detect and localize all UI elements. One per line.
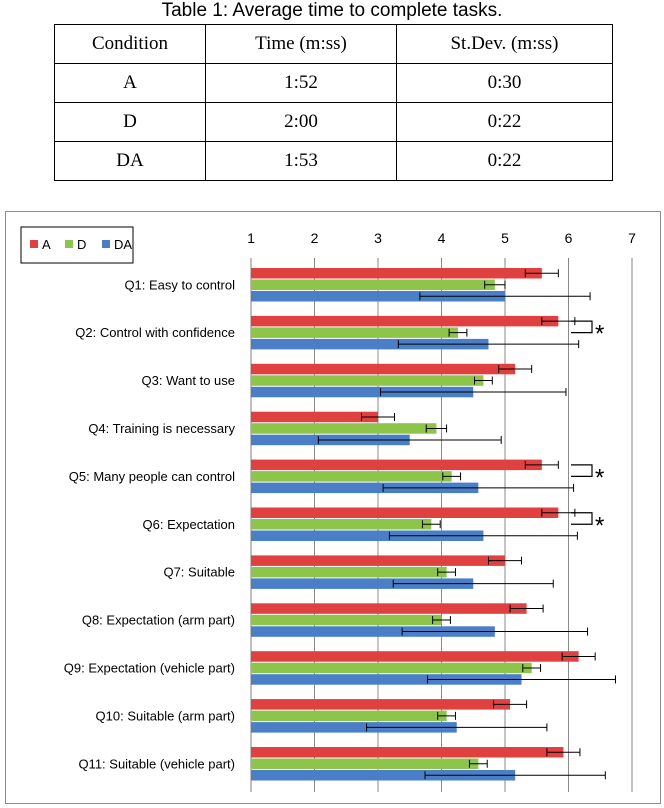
- chart-frame: 1 2 3 4 5 6 7 Q1: Easy to control Q2: Control w…: [5, 211, 661, 804]
- bar-d: [251, 566, 447, 578]
- legend-label-d: D: [77, 237, 86, 252]
- category-label: Q1: Easy to control: [124, 277, 235, 292]
- bar-da: [251, 530, 484, 541]
- bar-d: [251, 471, 452, 482]
- significance-star: *: [595, 321, 604, 348]
- bar-a: [251, 268, 542, 279]
- category-label: Q5: Many people can control: [69, 469, 235, 484]
- category-label: Q8: Expectation (arm part): [82, 613, 235, 628]
- bar-d: [251, 614, 442, 626]
- bar-a: [251, 699, 511, 710]
- significance-bracket: [571, 320, 593, 334]
- cell-stdev: 0:30: [396, 63, 613, 103]
- cell-condition: D: [54, 102, 206, 142]
- bar-da: [251, 386, 474, 398]
- bar-a: [251, 411, 378, 423]
- bar-da: [251, 291, 505, 302]
- cell-condition: A: [54, 63, 206, 103]
- x-tick-labels: 1 2 3 4 5 6 7: [247, 230, 636, 262]
- significance-bracket: [571, 464, 593, 477]
- table-row: A 1:52 0:30: [54, 63, 613, 103]
- x-tick-label: 4: [438, 230, 446, 246]
- x-tick-label: 5: [501, 230, 509, 246]
- bar-d: [251, 375, 484, 386]
- legend-swatch-da: [102, 240, 110, 248]
- cell-time: 1:53: [205, 141, 397, 181]
- category-label: Q4: Training is necessary: [88, 421, 235, 436]
- table-row: D 2:00 0:22: [54, 102, 613, 142]
- bar-da: [251, 722, 457, 733]
- significance-bracket: [571, 512, 593, 525]
- x-tick-label: 7: [628, 230, 636, 246]
- category-label: Q10: Suitable (arm part): [96, 708, 235, 723]
- table-caption: Table 1: Average time to complete tasks.: [161, 0, 503, 21]
- bar-d: [251, 327, 459, 338]
- category-label: Q3: Want to use: [142, 373, 235, 388]
- bar-chart: 1 2 3 4 5 6 7 Q1: Easy to control Q2: Control w…: [20, 226, 636, 792]
- bar-da: [251, 626, 495, 637]
- bar-da: [251, 770, 516, 781]
- x-tick-label: 6: [565, 230, 573, 246]
- significance-star: *: [595, 464, 604, 491]
- legend-box: [20, 226, 134, 264]
- error-bars: [317, 269, 616, 780]
- bar-a: [251, 459, 542, 471]
- x-tick-label: 1: [247, 230, 255, 246]
- bar-da: [251, 674, 522, 685]
- category-label: Q6: Expectation: [143, 517, 236, 532]
- cell-time: 2:00: [205, 102, 397, 142]
- bar-d: [251, 519, 432, 530]
- bar-d: [251, 662, 532, 674]
- bars: [251, 268, 579, 781]
- bar-da: [251, 578, 474, 589]
- x-tick-label: 3: [374, 230, 382, 246]
- bar-d: [251, 758, 479, 769]
- bar-d: [251, 710, 447, 722]
- cell-condition: DA: [54, 141, 206, 181]
- legend-swatch-a: [30, 240, 38, 248]
- category-label: Q9: Expectation (vehicle part): [64, 660, 235, 675]
- bar-da: [251, 338, 489, 350]
- category-label: Q7: Suitable: [163, 565, 235, 580]
- bar-a: [251, 363, 516, 375]
- bar-a: [251, 747, 564, 758]
- cell-stdev: 0:22: [396, 141, 613, 181]
- legend-label-da: DA: [114, 237, 132, 252]
- legend: A D DA: [20, 226, 134, 264]
- table-row: DA 1:53 0:22: [54, 141, 613, 181]
- cell-time: 1:52: [205, 63, 397, 103]
- significance-markers: * * *: [571, 320, 604, 539]
- bar-a: [251, 507, 559, 518]
- bar-a: [251, 603, 527, 614]
- category-label: Q2: Control with confidence: [75, 325, 235, 340]
- bar-d: [251, 279, 495, 290]
- header-condition: Condition: [54, 24, 206, 64]
- bar-a: [251, 651, 579, 662]
- category-label: Q11: Suitable (vehicle part): [78, 756, 235, 771]
- legend-label-a: A: [42, 237, 51, 252]
- bar-da: [251, 482, 479, 494]
- bar-a: [251, 315, 559, 327]
- bar-d: [251, 423, 437, 434]
- cell-stdev: 0:22: [396, 102, 613, 142]
- category-labels: Q1: Easy to control Q2: Control with conf…: [64, 277, 236, 771]
- header-time: Time (m:ss): [205, 24, 397, 64]
- time-table: Condition Time (m:ss) St.Dev. (m:ss) A 1…: [54, 24, 613, 181]
- legend-swatch-d: [65, 240, 73, 248]
- header-stdev: St.Dev. (m:ss): [396, 24, 613, 64]
- table-header-row: Condition Time (m:ss) St.Dev. (m:ss): [54, 24, 613, 64]
- x-tick-label: 2: [311, 230, 319, 246]
- bar-a: [251, 555, 505, 566]
- significance-star: *: [595, 512, 604, 539]
